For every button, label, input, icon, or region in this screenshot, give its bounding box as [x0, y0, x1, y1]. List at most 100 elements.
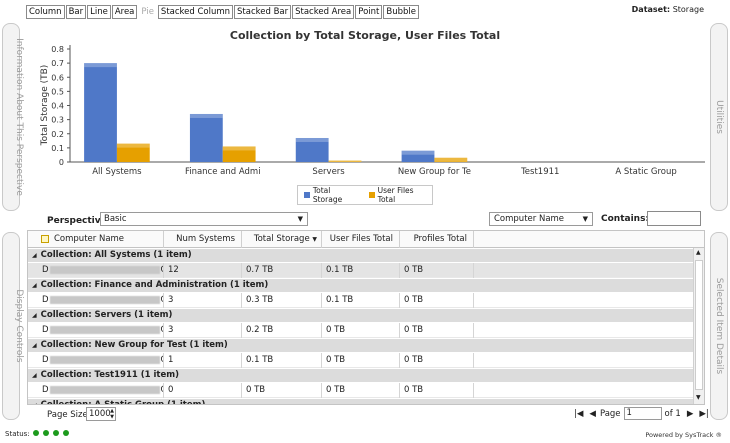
bar-highlight	[401, 150, 435, 155]
bar-highlight	[116, 143, 150, 148]
column-header-num-systems[interactable]: Num Systems	[164, 231, 242, 248]
expand-icon[interactable]: ◢	[32, 372, 37, 379]
table-row[interactable]: DG00 TB0 TB0 TB	[28, 383, 694, 398]
page-size-input[interactable]: 1000 ▲ ▼	[86, 407, 116, 421]
bar-total-storage	[84, 63, 117, 162]
redacted-name-block	[49, 385, 160, 394]
redacted-name-block	[49, 355, 160, 364]
chart-type-bar-button[interactable]: Bar	[65, 5, 87, 19]
computer-name-end: G	[161, 265, 163, 275]
cell-computer-name: DG	[28, 353, 164, 368]
contains-input[interactable]	[647, 211, 701, 226]
first-page-icon[interactable]: |◀	[574, 408, 584, 419]
cell-total: 0.7 TB	[242, 263, 322, 278]
y-tick-label: 0	[59, 158, 64, 167]
prev-page-icon[interactable]: ◀	[589, 408, 596, 419]
page-number-input[interactable]: 1	[623, 407, 662, 420]
checkbox-icon[interactable]	[41, 235, 49, 243]
computer-name-start: D	[42, 325, 49, 335]
bar-highlight	[84, 63, 117, 68]
perspective-select-value: Basic	[104, 214, 127, 224]
x-tick-label: New Group for Te	[398, 167, 471, 177]
table-row[interactable]: DG30.2 TB0 TB0 TB	[28, 323, 694, 338]
table-row[interactable]: DG30.3 TB0.1 TB0 TB	[28, 293, 694, 308]
search-field-select[interactable]: Computer Name ▼	[489, 212, 593, 226]
column-header-profiles-total[interactable]: Profiles Total	[400, 231, 474, 248]
cell-num: 3	[164, 323, 242, 338]
contains-label: Contains:	[601, 214, 650, 224]
expand-icon[interactable]: ◢	[32, 312, 37, 319]
sort-desc-icon: ▼	[312, 236, 317, 243]
stepper-icon[interactable]: ▲ ▼	[110, 408, 114, 420]
chart-type-column-button[interactable]: Column	[26, 5, 65, 19]
bar-highlight	[434, 157, 468, 162]
right-utilities-panel[interactable]	[710, 23, 728, 211]
group-row[interactable]: ◢ Collection: Servers (1 item)	[28, 309, 694, 322]
right-details-panel[interactable]	[710, 232, 728, 420]
expand-icon[interactable]: ◢	[32, 282, 37, 289]
column-header-user-files-total[interactable]: User Files Total	[322, 231, 400, 248]
cell-computer-name: DG	[28, 263, 164, 278]
chart-type-stacked-column-button[interactable]: Stacked Column	[157, 5, 234, 19]
page-size-label: Page Size	[47, 410, 88, 420]
group-row[interactable]: ◢Collection: A Static Group (1 item)	[28, 399, 694, 405]
computer-name-start: D	[42, 385, 49, 395]
group-row[interactable]: ◢ Collection: Test1911 (1 item)	[28, 369, 694, 382]
status-dot-icon	[53, 430, 59, 436]
last-page-icon[interactable]: ▶|	[699, 408, 709, 419]
bar-user-files	[116, 143, 150, 162]
systrack-logo-icon: ®	[715, 431, 723, 439]
dataset-value: Storage	[672, 5, 704, 14]
chart-type-area-button[interactable]: Area	[111, 5, 138, 19]
grid-scrollbar[interactable]: ▲ ▼	[693, 248, 704, 404]
group-row[interactable]: ◢ Collection: Finance and Administration …	[28, 279, 694, 292]
group-row[interactable]: ◢ Collection: New Group for Test (1 item)	[28, 339, 694, 352]
bar-user-files	[434, 157, 468, 162]
bar-user-files	[328, 160, 362, 162]
group-title: Collection: Test1911 (1 item)	[40, 370, 179, 380]
chart-type-pie-button[interactable]: Pie	[138, 5, 157, 19]
chart-type-stacked-area-button[interactable]: Stacked Area	[292, 5, 355, 19]
expand-icon[interactable]: ◢	[32, 402, 37, 404]
chart: 0 0.1 0.2 0.3 0.4 0.5 0.6 0.7 0.8 Total Storage (…	[40, 45, 705, 177]
perspective-select[interactable]: Basic ▼	[100, 212, 308, 226]
column-header-total-storage[interactable]: Total Storage ▼	[242, 231, 322, 248]
x-tick-label: A Static Group	[615, 167, 676, 177]
scroll-up-icon[interactable]: ▲	[696, 249, 701, 256]
right-details-label: Selected Item Details	[714, 277, 724, 375]
group-title: Collection: A Static Group (1 item)	[40, 400, 206, 405]
bar-highlight	[222, 146, 256, 151]
expand-icon[interactable]: ◢	[32, 252, 37, 259]
expand-icon[interactable]: ◢	[32, 342, 37, 349]
scroll-thumb[interactable]	[695, 260, 703, 390]
chevron-down-icon: ▼	[297, 215, 303, 223]
y-tick-label: 0.6	[51, 73, 64, 82]
chevron-down-icon: ▼	[582, 215, 588, 223]
x-tick-label: Servers	[312, 167, 345, 177]
next-page-icon[interactable]: ▶	[686, 408, 694, 419]
chart-type-stacked-bar-button[interactable]: Stacked Bar	[234, 5, 292, 19]
column-header-computer-name[interactable]: Computer Name	[28, 231, 164, 248]
chart-type-point-button[interactable]: Point	[355, 5, 383, 19]
status-dot-icon	[33, 430, 39, 436]
y-tick-label: 0.3	[51, 116, 64, 125]
cell-empty	[474, 293, 694, 308]
chart-title: Collection by Total Storage, User Files …	[229, 29, 501, 42]
cell-total: 0 TB	[242, 383, 322, 398]
search-field-select-value: Computer Name	[494, 214, 565, 224]
bar-highlight	[328, 160, 362, 162]
cell-empty	[474, 383, 694, 398]
chart-type-bubble-button[interactable]: Bubble	[383, 5, 419, 19]
chart-type-line-button[interactable]: Line	[87, 5, 111, 19]
left-info-panel[interactable]	[2, 23, 20, 211]
group-row[interactable]: ◢ Collection: All Systems (1 item)	[28, 249, 694, 262]
table-row[interactable]: DG10.1 TB0 TB0 TB	[28, 353, 694, 368]
bar-highlight	[189, 113, 223, 118]
page-size-value: 1000	[89, 409, 111, 419]
table-row[interactable]: DG120.7 TB0.1 TB0 TB	[28, 263, 694, 278]
scroll-down-icon[interactable]: ▼	[696, 394, 701, 401]
computer-name-end: G	[161, 295, 163, 305]
left-display-controls-panel[interactable]	[2, 232, 20, 420]
legend-swatch-user-files	[368, 192, 375, 198]
computer-name-start: D	[42, 265, 49, 275]
